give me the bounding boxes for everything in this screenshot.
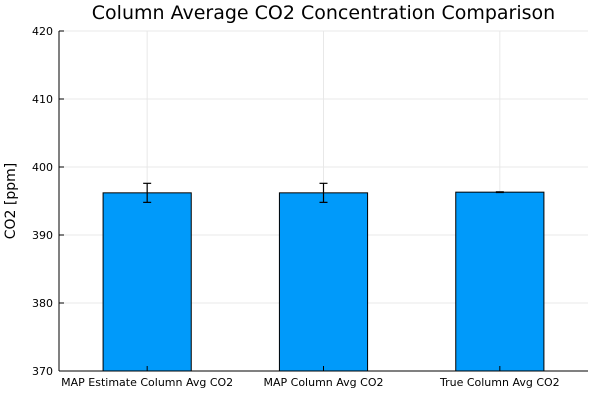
x-tick-label: True Column Avg CO2 xyxy=(439,376,560,389)
x-tick-labels: MAP Estimate Column Avg CO2 MAP Column Av… xyxy=(61,366,560,389)
x-tick-label: MAP Estimate Column Avg CO2 xyxy=(61,376,233,389)
y-tick-label: 380 xyxy=(32,297,53,310)
y-tick-label: 390 xyxy=(32,229,53,242)
y-tick-labels: 370 380 390 400 410 420 xyxy=(32,25,64,378)
bars xyxy=(102,182,545,372)
bar xyxy=(278,192,369,372)
y-tick-label: 370 xyxy=(32,365,53,378)
y-tick-label: 400 xyxy=(32,161,53,174)
bar xyxy=(455,191,545,372)
bar xyxy=(102,192,192,372)
y-tick-label: 420 xyxy=(32,25,53,38)
y-axis-label: CO2 [ppm] xyxy=(3,163,19,240)
y-tick-label: 410 xyxy=(32,93,53,106)
chart-title: Column Average CO2 Concentration Compari… xyxy=(92,2,555,24)
x-tick-label: MAP Column Avg CO2 xyxy=(264,376,384,389)
